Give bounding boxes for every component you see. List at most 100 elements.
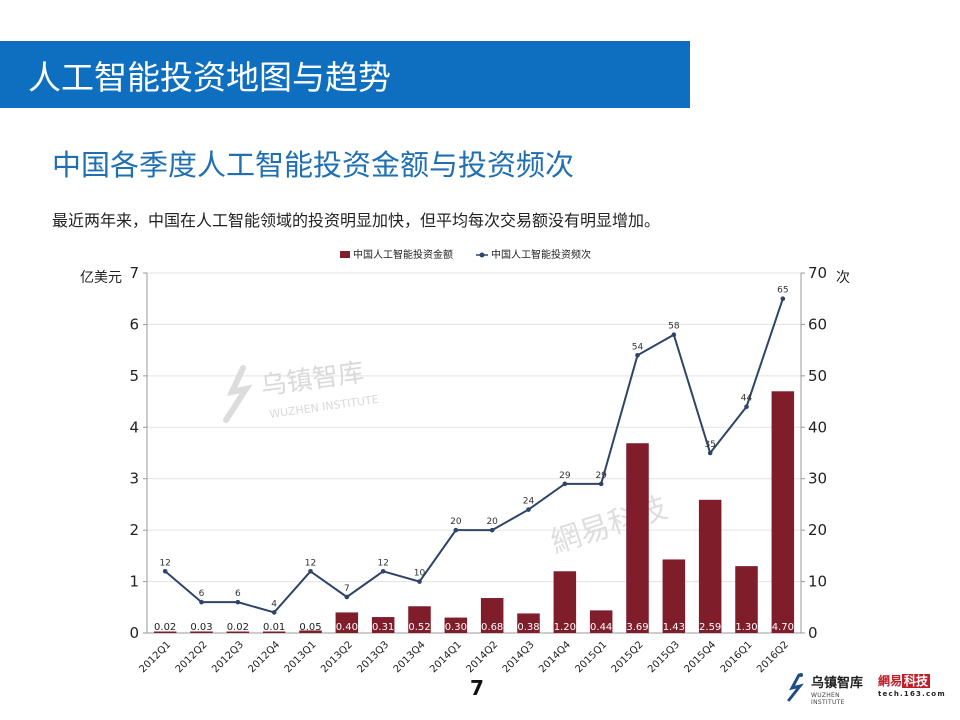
line-value-label: 20 [450, 517, 462, 527]
right-tick-label: 50 [808, 367, 827, 385]
bar [589, 610, 613, 633]
line-marker [526, 507, 531, 512]
category-label: 2015Q4 [682, 639, 718, 675]
right-tick-label: 20 [808, 521, 827, 539]
category-label: 2015Q3 [646, 639, 682, 675]
left-tick-label: 1 [129, 573, 139, 591]
right-tick-label: 0 [808, 624, 818, 642]
category-label: 2014Q1 [428, 639, 464, 675]
line-value-label: 20 [486, 517, 498, 527]
category-label: 2014Q2 [464, 639, 500, 675]
category-label: 2012Q1 [137, 639, 173, 675]
category-label: 2012Q4 [246, 639, 282, 675]
line-marker [235, 599, 241, 605]
line-marker [780, 296, 786, 302]
watermark-wuzhen-cn: 乌镇智库 [259, 358, 366, 402]
category-label: 2016Q1 [719, 639, 755, 675]
right-tick-label: 60 [808, 315, 827, 333]
category-label: 2016Q2 [755, 639, 791, 675]
line-marker [671, 332, 677, 338]
legend-bar-swatch-icon [340, 251, 350, 258]
category-label: 2013Q4 [392, 639, 428, 675]
bar-value-label: 3.69 [626, 622, 648, 633]
bar [226, 631, 250, 633]
left-tick-label: 3 [129, 470, 139, 488]
frequency-line [164, 298, 784, 614]
footer-logos: 乌镇智库 WUZHEN INSTITUTE 網易 科技 tech.163.com [785, 672, 946, 706]
category-label: 2014Q3 [501, 639, 537, 675]
bar [190, 631, 213, 633]
page-number: 7 [470, 676, 484, 700]
bar [408, 606, 431, 633]
bar [153, 631, 177, 633]
line-marker [344, 594, 350, 600]
right-tick-label: 10 [808, 573, 827, 591]
right-axis-title: 次 [836, 270, 850, 286]
legend-line-marker-icon [479, 252, 485, 258]
wuzhen-logo-cn: 乌镇智库 [811, 676, 864, 691]
bar-value-label: 0.31 [372, 622, 394, 633]
bar [698, 499, 722, 633]
bar [371, 617, 395, 633]
right-tick-label: 40 [808, 418, 827, 436]
line-value-label: 58 [668, 322, 680, 332]
bar-value-label: 0.68 [481, 622, 503, 633]
bar [662, 559, 686, 633]
bar-value-label: 1.30 [735, 622, 757, 633]
line-marker [635, 352, 640, 358]
line-marker [271, 610, 277, 615]
legend-bar-label: 中国人工智能投资金额 [353, 248, 453, 261]
bar-value-label: 1.20 [554, 622, 576, 633]
bar-value-label: 2.59 [699, 622, 721, 633]
category-label: 2013Q1 [283, 639, 319, 675]
netease-logo-a: 網易 [878, 674, 903, 688]
line-marker [562, 481, 568, 487]
bar [335, 612, 359, 633]
bar-value-label: 0.03 [190, 622, 212, 633]
watermark-wuzhen-mark-icon [223, 365, 253, 423]
line-marker [199, 599, 204, 605]
bar-value-label: 4.70 [772, 622, 794, 633]
netease-logo-name: 網易 科技 [878, 672, 931, 689]
bar [626, 443, 649, 633]
line-marker [489, 527, 495, 533]
line-value-label: 6 [199, 589, 205, 599]
bar-value-label: 0.30 [445, 622, 467, 633]
bar-value-label: 0.38 [517, 622, 539, 633]
category-label: 2015Q2 [610, 639, 646, 675]
bar [480, 598, 504, 633]
bar-value-label: 0.05 [299, 622, 321, 633]
wuzhen-mark-icon [787, 673, 804, 702]
section-subtitle: 中国各季度人工智能投资金额与投资频次 [52, 148, 575, 182]
line-value-label: 4 [271, 599, 277, 609]
header-banner: 人工智能投资地图与趋势 [0, 41, 690, 108]
bar-value-label: 0.02 [227, 622, 249, 633]
bar [444, 617, 468, 633]
line-marker [744, 404, 749, 410]
line-value-label: 12 [305, 558, 316, 568]
legend-line-label: 中国人工智能投资频次 [491, 248, 591, 261]
line-value-label: 35 [704, 440, 715, 450]
line-marker [380, 568, 386, 574]
category-label: 2012Q3 [210, 639, 246, 675]
line-value-label: 54 [632, 342, 644, 352]
category-label: 2012Q2 [174, 639, 210, 675]
netease-logo-url: tech.163.com [878, 690, 946, 698]
wuzhen-logo-en: WUZHEN INSTITUTE [811, 692, 845, 706]
bar [771, 391, 795, 633]
line-marker [308, 568, 313, 574]
bar-value-label: 0.02 [154, 622, 176, 633]
bar [262, 631, 286, 633]
category-label: 2013Q2 [319, 639, 355, 675]
bar [553, 571, 577, 633]
bar-value-label: 0.44 [590, 622, 612, 633]
line-value-label: 24 [523, 497, 535, 507]
line-value-label: 12 [159, 558, 170, 568]
left-tick-label: 0 [129, 624, 139, 642]
left-tick-label: 6 [129, 315, 139, 333]
line-marker [707, 450, 713, 456]
left-axis-title: 亿美元 [80, 270, 122, 286]
right-tick-label: 30 [808, 470, 827, 488]
line-value-label: 44 [741, 394, 753, 404]
